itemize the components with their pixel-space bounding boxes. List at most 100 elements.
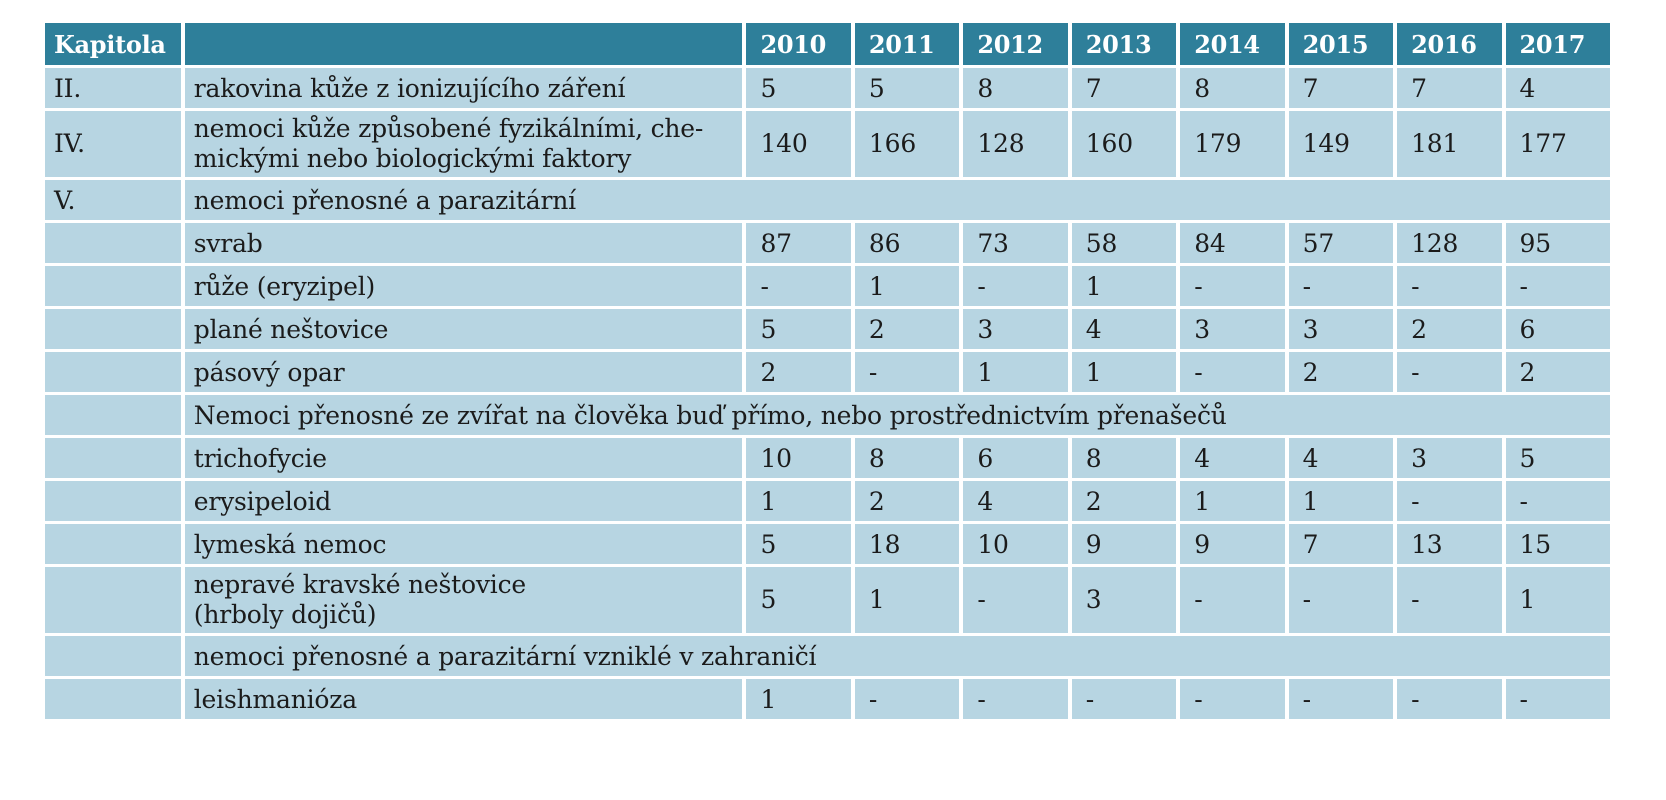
cell-kapitola: [45, 395, 181, 435]
cell-value: 3: [1397, 438, 1502, 478]
cell-value: 4: [1505, 68, 1610, 108]
table-row: II. rakovina kůže z ionizujícího záření 5 5…: [45, 68, 1610, 108]
cell-value: 8: [1071, 438, 1177, 478]
cell-kapitola: [45, 309, 181, 349]
cell-value: 6: [1505, 309, 1610, 349]
table-row: plané neštovice 5 2 3 4 3 3 2 6: [45, 309, 1610, 349]
cell-value: 2: [1288, 352, 1394, 392]
cell-value: 8: [963, 68, 1068, 108]
cell-kapitola: [45, 438, 181, 478]
cell-description: lymeská nemoc: [184, 524, 743, 564]
cell-value: 1: [854, 266, 960, 306]
cell-value: 1: [963, 352, 1068, 392]
cell-value: -: [1288, 679, 1394, 719]
cell-value: -: [746, 266, 851, 306]
cell-value: -: [1180, 352, 1285, 392]
cell-kapitola: [45, 636, 181, 676]
header-year: 2013: [1071, 23, 1177, 65]
cell-value: 1: [1505, 567, 1610, 633]
header-description: [184, 23, 743, 65]
cell-value: 5: [746, 68, 851, 108]
cell-value: 87: [746, 223, 851, 263]
cell-value: 4: [963, 481, 1068, 521]
cell-value: -: [854, 352, 960, 392]
cell-value: 1: [1288, 481, 1394, 521]
cell-value: 1: [854, 567, 960, 633]
cell-value: 8: [854, 438, 960, 478]
cell-value: -: [1180, 567, 1285, 633]
cell-value: 181: [1397, 111, 1502, 177]
table-row: erysipeloid 1 2 4 2 1 1- -: [45, 481, 1610, 521]
cell-kapitola: [45, 266, 181, 306]
cell-value: 9: [1180, 524, 1285, 564]
cell-description: trichofycie: [184, 438, 743, 478]
cell-kapitola: [45, 524, 181, 564]
cell-value: 58: [1071, 223, 1177, 263]
cell-value: 5: [746, 567, 851, 633]
cell-kapitola: [45, 352, 181, 392]
header-year: 2016: [1397, 23, 1502, 65]
cell-value: 166: [854, 111, 960, 177]
cell-value: 5: [854, 68, 960, 108]
cell-value: 4: [1180, 438, 1285, 478]
cell-value: 160: [1071, 111, 1177, 177]
cell-description: erysipeloid: [184, 481, 743, 521]
cell-value: 3: [1180, 309, 1285, 349]
cell-value: 177: [1505, 111, 1610, 177]
disease-statistics-table: Kapitola 2010 2011 2012 2013 2014 2015 2…: [41, 20, 1614, 722]
cell-value: -: [1180, 266, 1285, 306]
header-year: 2012: [963, 23, 1068, 65]
table-container: Kapitola 2010 2011 2012 2013 2014 2015 2…: [43, 21, 1612, 781]
cell-value: 73: [963, 223, 1068, 263]
table-section-row: nemoci přenosné a parazitární vzniklé v …: [45, 636, 1610, 676]
cell-value: -: [1397, 481, 1502, 521]
cell-description: růže (eryzipel): [184, 266, 743, 306]
table-row: leishmanióza 1- - - - - - -: [45, 679, 1610, 719]
cell-value: 3: [1071, 567, 1177, 633]
cell-value: 86: [854, 223, 960, 263]
cell-value: -: [1397, 679, 1502, 719]
cell-value: -: [1288, 567, 1394, 633]
header-kapitola: Kapitola: [45, 23, 181, 65]
cell-kapitola: V.: [45, 180, 181, 220]
cell-kapitola: [45, 567, 181, 633]
cell-value: 128: [1397, 223, 1502, 263]
cell-value: 5: [1505, 438, 1610, 478]
cell-value: -: [963, 679, 1068, 719]
cell-description: nemoci kůže způsobené fyzikálními, che-m…: [184, 111, 743, 177]
cell-description: nemoci přenosné a parazitární vzniklé v …: [184, 636, 1610, 676]
cell-value: 10: [963, 524, 1068, 564]
cell-value: -: [1071, 679, 1177, 719]
cell-value: 7: [1288, 524, 1394, 564]
cell-value: -: [1397, 266, 1502, 306]
cell-value: 7: [1071, 68, 1177, 108]
cell-value: 2: [854, 481, 960, 521]
header-year: 2014: [1180, 23, 1285, 65]
cell-value: 18: [854, 524, 960, 564]
cell-value: 149: [1288, 111, 1394, 177]
table-row: růže (eryzipel) -1-1- - - -: [45, 266, 1610, 306]
cell-value: 2: [1071, 481, 1177, 521]
cell-value: 5: [746, 309, 851, 349]
cell-value: 179: [1180, 111, 1285, 177]
table-row: pásový opar 2-1 1-2-2: [45, 352, 1610, 392]
table-row: lymeská nemoc 5 18 10 9 9 7 13 15: [45, 524, 1610, 564]
cell-value: 140: [746, 111, 851, 177]
cell-description: leishmanióza: [184, 679, 743, 719]
cell-value: -: [1288, 266, 1394, 306]
cell-value: -: [963, 567, 1068, 633]
cell-value: 1: [746, 679, 851, 719]
cell-value: -: [1180, 679, 1285, 719]
description-line: nemoci kůže způsobené fyzikálními, che-: [193, 114, 704, 143]
table-section-row: Nemoci přenosné ze zvířat na člověka buď…: [45, 395, 1610, 435]
cell-value: 2: [1397, 309, 1502, 349]
cell-value: -: [1397, 567, 1502, 633]
cell-description: nemoci přenosné a parazitární: [184, 180, 1610, 220]
description-line: nepravé kravské neštovice: [193, 570, 526, 599]
cell-value: 4: [1288, 438, 1394, 478]
cell-value: 4: [1071, 309, 1177, 349]
cell-value: 1: [1071, 352, 1177, 392]
cell-description: plané neštovice: [184, 309, 743, 349]
cell-value: 7: [1397, 68, 1502, 108]
header-year: 2011: [854, 23, 960, 65]
